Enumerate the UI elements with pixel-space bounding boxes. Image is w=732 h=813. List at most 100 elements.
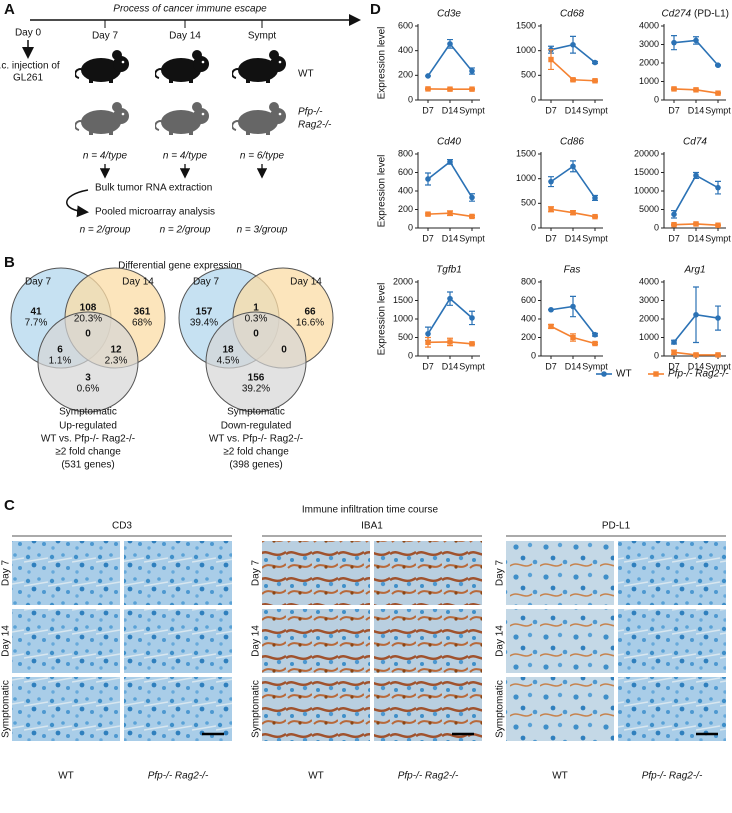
caption-line: Up-regulated — [59, 421, 117, 432]
micrograph — [124, 677, 232, 741]
mouse-wt — [75, 49, 130, 84]
legend-label: Pfp-/- Rag2-/- — [668, 369, 729, 380]
stain-label: CD3 — [112, 521, 132, 532]
point — [671, 39, 677, 46]
point — [693, 352, 699, 358]
x-tick-label: D7 — [422, 105, 434, 115]
y-tick-label: 4000 — [639, 276, 659, 286]
y-tick-label: 0 — [531, 222, 536, 232]
y-tick-label: 3000 — [639, 295, 659, 305]
y-tick-label: 0 — [408, 350, 413, 360]
row-label: Symptomatic — [251, 680, 262, 738]
point — [469, 86, 475, 92]
caption-line: (398 genes) — [229, 460, 282, 471]
y-tick-label: 0 — [654, 222, 659, 232]
region-count: 41 — [30, 307, 42, 318]
x-tick-label: D7 — [668, 361, 680, 371]
x-tick-label: Sympt — [582, 361, 608, 371]
set-label: Day 14 — [122, 277, 154, 288]
caption-line: (531 genes) — [61, 460, 114, 471]
point — [693, 172, 699, 179]
mouse-wt — [232, 49, 287, 84]
y-tick-label: 15000 — [634, 167, 659, 177]
mouse-count: n = 4/type — [83, 151, 128, 162]
y-tick-label: 600 — [398, 167, 413, 177]
micrograph — [374, 541, 482, 605]
x-tick-label: Sympt — [705, 361, 731, 371]
point — [715, 62, 721, 69]
legend-label: WT — [616, 369, 632, 380]
y-tick-label: 0 — [408, 222, 413, 232]
y-tick-label: 0 — [654, 94, 659, 104]
point — [548, 206, 554, 212]
micrograph — [618, 609, 726, 673]
point — [592, 59, 598, 66]
chart-title: Cd74 — [683, 137, 707, 148]
panel-title: Differential gene expression — [118, 261, 242, 272]
micrograph — [506, 677, 614, 741]
mouse-count: n = 6/type — [240, 151, 285, 162]
y-tick-label: 2000 — [639, 57, 659, 67]
point — [447, 339, 453, 345]
panel-label: B — [4, 254, 15, 271]
chart-title: Tgfb1 — [436, 265, 462, 276]
x-tick-label: D14 — [565, 105, 582, 115]
row-label: Day 14 — [1, 625, 12, 657]
caption-line: ≥2 fold change — [223, 447, 289, 458]
x-tick-label: D7 — [545, 233, 557, 243]
point — [715, 315, 721, 321]
row-label: Day 7 — [495, 560, 506, 587]
point — [570, 163, 576, 170]
x-tick-label: D7 — [545, 361, 557, 371]
point — [469, 341, 475, 347]
point — [469, 68, 475, 74]
micrograph — [262, 677, 370, 741]
point — [592, 78, 598, 84]
x-tick-label: Sympt — [705, 105, 731, 115]
point — [570, 334, 576, 341]
y-tick-label: 500 — [521, 198, 536, 208]
region-percent: 39.2% — [242, 384, 270, 395]
point — [548, 56, 554, 63]
y-tick-label: 200 — [398, 204, 413, 214]
y-tick-label: 1000 — [639, 332, 659, 342]
venn-set — [37, 311, 139, 413]
y-tick-label: 1000 — [516, 173, 536, 183]
point — [548, 323, 554, 330]
step: Bulk tumor RNA extraction — [95, 183, 212, 194]
x-tick-label: D14 — [565, 361, 582, 371]
point — [425, 339, 431, 346]
stain-label: PD-L1 — [602, 521, 631, 532]
group-count: n = 2/group — [160, 225, 211, 236]
point — [570, 210, 576, 216]
point — [693, 37, 699, 44]
chart-title: Cd3e — [437, 9, 461, 20]
row-label: Day 14 — [495, 625, 506, 657]
micrograph — [374, 677, 482, 741]
y-tick-label: 3000 — [639, 39, 659, 49]
point — [425, 211, 431, 217]
x-tick-label: Sympt — [459, 361, 485, 371]
y-tick-label: 1500 — [393, 295, 413, 305]
set-label: Day 7 — [25, 277, 52, 288]
panel-label: A — [4, 1, 15, 18]
region-percent: 20.3% — [74, 314, 102, 325]
region-count: 1 — [253, 303, 259, 314]
y-tick-label: 500 — [398, 332, 413, 342]
point — [693, 87, 699, 93]
y-tick-label: 1500 — [516, 148, 536, 158]
point — [447, 41, 453, 47]
point — [570, 41, 576, 48]
y-tick-label: 2000 — [393, 276, 413, 286]
region-count: 108 — [80, 303, 97, 314]
point — [693, 221, 699, 227]
series-line — [673, 174, 719, 215]
y-tick-label: 5000 — [639, 204, 659, 214]
y-tick-label: 800 — [521, 276, 536, 286]
column-label: Pfp-/- Rag2-/- — [642, 771, 703, 782]
y-axis-label: Expression level — [377, 27, 388, 100]
y-tick-label: 0 — [531, 94, 536, 104]
region-count: 18 — [222, 345, 234, 356]
y-tick-label: 200 — [398, 70, 413, 80]
point — [425, 176, 431, 182]
